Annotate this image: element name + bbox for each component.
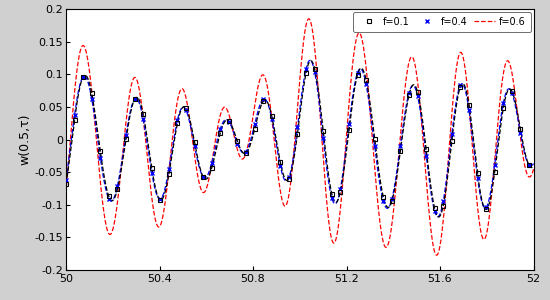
f=0.6 [305, 17, 312, 21]
f=0.4 [526, 163, 532, 167]
Line: f=0.1: f=0.1 [64, 66, 531, 212]
f=0.1 [63, 182, 69, 186]
Legend: f=0.1, f=0.4, f=0.6: f=0.1, f=0.4, f=0.6 [353, 12, 531, 32]
f=0.6 [262, 77, 269, 81]
f=0.6 [433, 254, 440, 257]
f=0.1 [526, 163, 532, 167]
f=0.6 [521, 163, 528, 167]
f=0.1 [114, 187, 121, 191]
f=0.1 [517, 127, 524, 131]
f=0.4 [148, 171, 155, 174]
f=0.1 [148, 166, 155, 170]
f=0.1 [311, 67, 318, 70]
f=0.1 [491, 170, 498, 174]
f=0.1 [234, 140, 241, 143]
Line: f=0.6: f=0.6 [66, 19, 534, 255]
f=0.4 [302, 67, 309, 70]
Y-axis label: w(0.5,τ): w(0.5,τ) [19, 114, 32, 165]
f=0.6 [144, 153, 150, 156]
f=0.4 [517, 131, 524, 135]
f=0.6 [530, 167, 537, 171]
f=0.6 [116, 184, 123, 188]
f=0.4 [174, 118, 181, 122]
f=0.4 [234, 142, 241, 145]
f=0.4 [431, 209, 438, 213]
f=0.1 [483, 208, 490, 211]
f=0.4 [63, 178, 69, 181]
f=0.6 [63, 190, 69, 194]
f=0.6 [242, 154, 249, 157]
f=0.1 [174, 122, 181, 125]
Line: f=0.4: f=0.4 [64, 66, 531, 214]
f=0.6 [471, 169, 477, 172]
f=0.4 [491, 163, 498, 166]
f=0.4 [114, 184, 121, 188]
